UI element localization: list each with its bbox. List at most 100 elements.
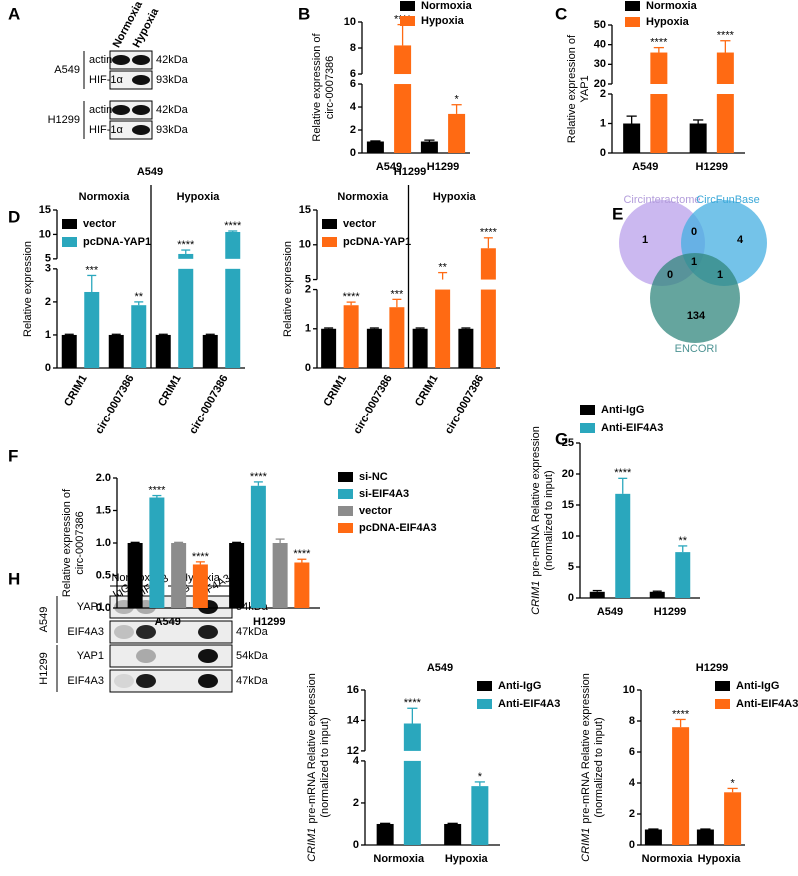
legend-label: pcDNA-YAP1 bbox=[83, 236, 151, 248]
bar bbox=[644, 829, 662, 845]
bar bbox=[403, 723, 421, 751]
bar bbox=[589, 591, 605, 598]
significance-label: **** bbox=[192, 551, 210, 563]
bar bbox=[250, 485, 266, 608]
significance-label: ** bbox=[678, 535, 687, 547]
blot-band bbox=[114, 625, 134, 639]
bar bbox=[321, 328, 337, 368]
protein-label: actin bbox=[89, 54, 112, 66]
bar bbox=[394, 45, 412, 75]
legend-swatch bbox=[715, 681, 730, 691]
legend-label: Anti-IgG bbox=[601, 404, 644, 416]
significance-label: **** bbox=[343, 291, 361, 303]
venn-count: 0 bbox=[667, 269, 673, 281]
blot-band bbox=[132, 55, 150, 65]
y-tick-label: 25 bbox=[562, 437, 574, 449]
y-tick-label: 50 bbox=[594, 19, 606, 31]
y-tick-label: 15 bbox=[39, 204, 51, 216]
chart-title: H1299 bbox=[394, 166, 426, 178]
legend-swatch bbox=[338, 472, 353, 482]
y-axis-label: YAP1 bbox=[579, 75, 591, 102]
y-tick-label: 1 bbox=[45, 329, 51, 341]
protein-label: EIF4A3 bbox=[67, 626, 104, 638]
y-tick-label: 5 bbox=[305, 273, 311, 285]
bar bbox=[171, 543, 187, 608]
size-label: 54kDa bbox=[236, 650, 269, 662]
bar bbox=[343, 305, 359, 368]
bar bbox=[696, 829, 714, 845]
blot-band bbox=[136, 625, 156, 639]
y-tick-label: 0 bbox=[305, 362, 311, 374]
significance-label: *** bbox=[85, 264, 99, 276]
bar bbox=[480, 248, 496, 280]
y-tick-label: 6 bbox=[629, 746, 635, 758]
bar bbox=[366, 328, 382, 368]
cell-line-label: A549 bbox=[38, 607, 50, 633]
y-axis-label: Relative expression of bbox=[61, 488, 73, 597]
blot-band bbox=[132, 75, 150, 85]
bar bbox=[108, 334, 124, 368]
protein-label: YAP1 bbox=[77, 601, 104, 613]
y-tick-label: 14 bbox=[347, 714, 360, 726]
x-tick-label: CRIM1 bbox=[413, 373, 441, 409]
legend-label: vector bbox=[343, 218, 377, 230]
legend-label: Hypoxia bbox=[421, 15, 465, 27]
x-tick-label: circ-0007386 bbox=[93, 373, 136, 436]
bar bbox=[672, 727, 690, 845]
legend-label: Anti-EIF4A3 bbox=[601, 422, 663, 434]
significance-label: ** bbox=[134, 291, 143, 303]
bar bbox=[403, 760, 421, 845]
legend-swatch bbox=[338, 523, 353, 533]
y-axis-label-text: pre-mRNA Relative expression bbox=[530, 426, 542, 576]
bar bbox=[724, 792, 742, 845]
y-tick-label: 5 bbox=[568, 561, 574, 573]
bar bbox=[127, 543, 143, 608]
y-axis-label: Relative expression bbox=[22, 241, 34, 337]
bar bbox=[294, 562, 310, 608]
group-label: Normoxia bbox=[79, 191, 131, 203]
y-axis-label-text: pre-mRNA Relative expression bbox=[580, 673, 592, 823]
legend-label: Normoxia bbox=[421, 0, 473, 12]
legend-swatch bbox=[322, 237, 337, 247]
venn-count: 4 bbox=[737, 234, 744, 246]
legend-label: Normoxia bbox=[646, 0, 698, 12]
significance-label: ** bbox=[438, 262, 447, 274]
y-tick-label: 3 bbox=[45, 263, 51, 275]
legend-label: si-NC bbox=[359, 471, 388, 483]
bar bbox=[394, 84, 412, 153]
y-axis-label: (normalized to input) bbox=[543, 470, 555, 570]
legend-label: Anti-EIF4A3 bbox=[736, 698, 798, 710]
y-tick-label: 10 bbox=[623, 684, 635, 696]
group-label: Normoxia bbox=[337, 191, 389, 203]
cell-line-label: A549 bbox=[54, 64, 80, 76]
significance-label: * bbox=[478, 771, 483, 783]
blot-band bbox=[112, 105, 130, 115]
x-tick-label: Normoxia bbox=[373, 853, 425, 865]
panel-letter: D bbox=[8, 207, 20, 226]
y-axis-label: circ-0007386 bbox=[324, 56, 336, 120]
y-tick-label: 10 bbox=[344, 16, 356, 28]
y-tick-label: 2 bbox=[305, 283, 311, 295]
panel-letter: H bbox=[8, 569, 20, 588]
significance-label: **** bbox=[293, 548, 311, 560]
x-tick-label: H1299 bbox=[427, 161, 459, 173]
y-axis-label: Relative expression bbox=[282, 241, 294, 337]
legend-swatch bbox=[580, 423, 595, 433]
venn-set-label: Circinteractome bbox=[623, 194, 700, 206]
cell-line-label: H1299 bbox=[38, 652, 50, 684]
y-axis-label: circ-0007386 bbox=[74, 511, 86, 575]
chart-title: A549 bbox=[427, 662, 453, 674]
bar bbox=[623, 123, 641, 153]
y-tick-label: 4 bbox=[350, 101, 357, 113]
gene-name: CRIM1 bbox=[580, 828, 592, 862]
bar bbox=[458, 328, 474, 368]
group-label: Hypoxia bbox=[433, 191, 477, 203]
bar bbox=[412, 328, 428, 368]
legend-label: vector bbox=[359, 505, 393, 517]
y-tick-label: 2 bbox=[350, 124, 356, 136]
y-axis-label: CRIM1 pre-mRNA Relative expression bbox=[580, 673, 592, 862]
venn-set bbox=[650, 253, 740, 343]
x-tick-label: circ-0007386 bbox=[187, 373, 230, 436]
size-label: 93kDa bbox=[156, 74, 189, 86]
